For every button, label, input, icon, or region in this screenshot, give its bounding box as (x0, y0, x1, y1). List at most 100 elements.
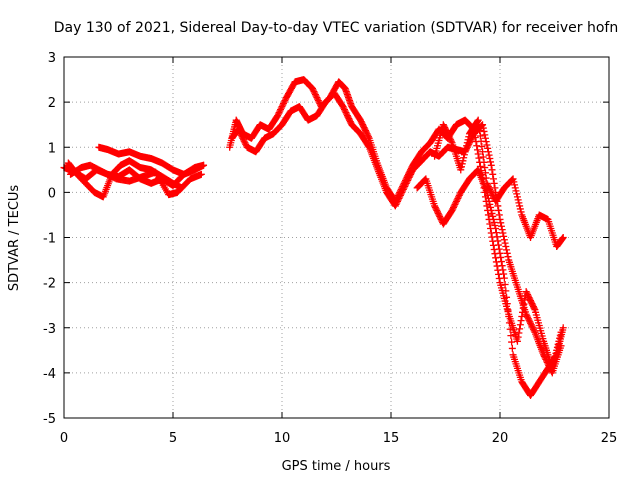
data-point (434, 208, 442, 216)
data-point (358, 119, 366, 127)
x-tick-label: 5 (169, 431, 177, 446)
data-point (403, 178, 411, 186)
data-point (516, 325, 524, 333)
data-point (474, 116, 482, 124)
data-point (479, 148, 487, 156)
data-point (502, 287, 510, 295)
data-point (505, 319, 513, 327)
data-point (527, 297, 535, 305)
data-point (476, 132, 484, 140)
data-point (431, 203, 439, 211)
data-point (452, 199, 460, 207)
data-point (483, 179, 491, 187)
data-point (518, 312, 526, 320)
data-point (312, 92, 320, 100)
data-point (357, 118, 365, 126)
data-point (524, 313, 532, 321)
data-point (497, 222, 505, 230)
data-point (407, 169, 415, 177)
data-point (234, 125, 242, 133)
data-point (343, 110, 351, 118)
data-point (486, 155, 494, 163)
data-point (239, 136, 247, 144)
data-point (508, 338, 516, 346)
data-point (524, 291, 532, 299)
data-point (432, 205, 440, 213)
data-point (494, 237, 502, 245)
data-point (515, 329, 523, 337)
data-point (364, 142, 372, 150)
data-point (443, 128, 451, 136)
data-point (526, 295, 534, 303)
data-point (522, 310, 530, 318)
data-point (440, 122, 448, 130)
data-point (339, 103, 347, 111)
data-point (364, 131, 372, 139)
data-point (516, 205, 524, 213)
data-point (465, 133, 473, 141)
data-point (402, 179, 410, 187)
data-point (528, 300, 536, 308)
data-point (530, 304, 538, 312)
x-tick-label: 25 (601, 431, 618, 446)
data-point (401, 182, 409, 190)
data-point (495, 211, 503, 219)
data-point (523, 312, 531, 320)
data-point (485, 151, 493, 159)
data-point (200, 161, 208, 169)
x-tick-label: 0 (60, 431, 68, 446)
data-point (463, 142, 471, 150)
data-point (442, 127, 450, 135)
data-point (344, 113, 352, 121)
series-track-g (413, 166, 567, 399)
data-point (392, 200, 400, 208)
data-point (503, 293, 511, 301)
data-point (240, 137, 248, 145)
data-point (530, 327, 538, 335)
data-point (362, 128, 370, 136)
data-point (407, 170, 415, 178)
data-point (489, 175, 497, 183)
data-point (310, 88, 318, 96)
data-point (236, 128, 244, 136)
data-point (421, 176, 429, 184)
data-point (500, 270, 508, 278)
data-point (482, 174, 490, 182)
data-point (495, 206, 503, 214)
data-point (277, 104, 285, 112)
data-point (487, 161, 495, 169)
data-point (510, 178, 518, 186)
data-point (498, 226, 506, 234)
data-point (309, 85, 317, 93)
data-point (314, 95, 322, 103)
data-point (559, 324, 567, 332)
data-point (309, 86, 317, 94)
data-point (275, 109, 283, 117)
data-point (559, 234, 567, 241)
data-point (343, 112, 351, 120)
data-point (517, 208, 525, 216)
data-point (458, 160, 466, 168)
data-point (504, 253, 512, 261)
data-point (391, 202, 399, 210)
x-tick-label: 10 (274, 431, 291, 446)
data-point (499, 266, 507, 274)
data-point (529, 324, 537, 332)
data-point (481, 169, 489, 177)
y-tick-label: -1 (43, 232, 56, 247)
data-point (237, 131, 245, 139)
y-tick-label: 1 (48, 141, 56, 156)
data-point (313, 94, 321, 102)
data-point (395, 194, 403, 202)
data-point (488, 166, 496, 174)
data-point (394, 197, 402, 205)
data-point (515, 199, 523, 207)
y-tick-label: -5 (43, 412, 56, 427)
data-point (527, 298, 535, 306)
data-point (478, 142, 486, 150)
data-point (450, 202, 458, 210)
data-point (479, 121, 487, 129)
grid-lines (64, 57, 609, 418)
data-point (396, 191, 404, 199)
data-point (496, 249, 504, 257)
